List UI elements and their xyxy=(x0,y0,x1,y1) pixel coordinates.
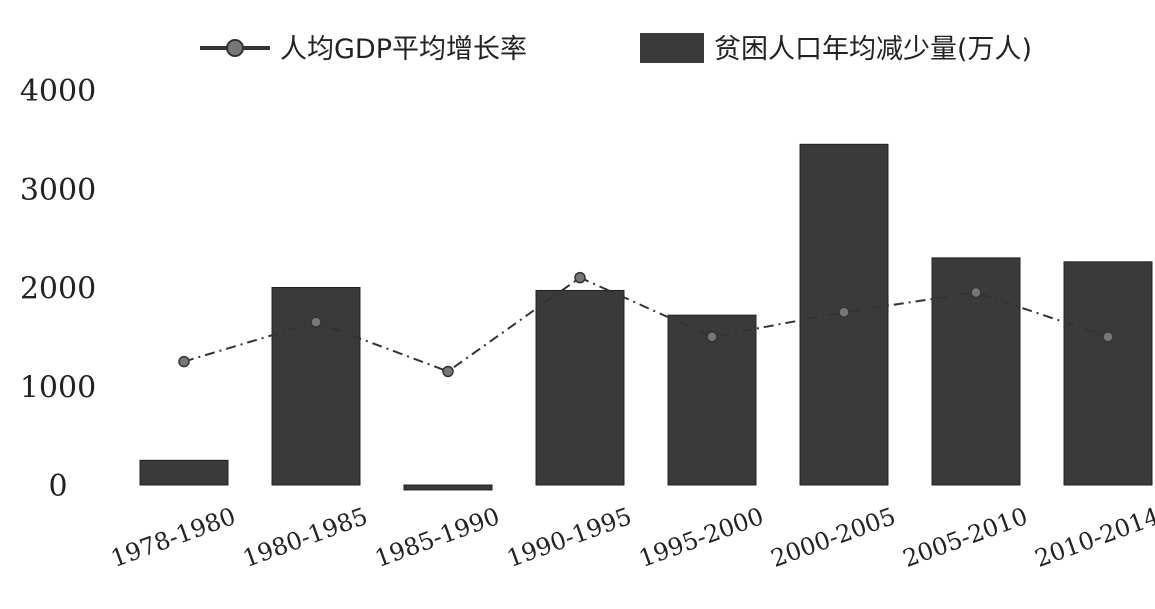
y-tick-label: 1000 xyxy=(20,370,96,405)
line-series xyxy=(178,271,1114,378)
line-point-2000-2005 xyxy=(838,306,850,318)
bar-1985-1990 xyxy=(403,484,493,491)
bar-2010-2014 xyxy=(1063,261,1153,486)
bar-1978-1980 xyxy=(139,459,229,486)
y-tick-label: 2000 xyxy=(20,272,96,307)
x-tick-label: 1978-1980 xyxy=(107,502,239,573)
x-tick-label: 1980-1985 xyxy=(239,502,371,573)
line-point-1985-1990 xyxy=(442,365,454,378)
legend: 人均GDP平均增长率 贫困人口年均减少量(万人) xyxy=(200,33,1032,65)
line-point-1978-1980 xyxy=(178,355,190,368)
x-tick-label: 1990-1995 xyxy=(503,502,635,573)
legend-bar-label: 贫困人口年均减少量(万人) xyxy=(714,34,1032,65)
bar-1995-2000 xyxy=(667,314,757,486)
line-path xyxy=(183,276,1109,373)
x-tick-label: 1995-2000 xyxy=(635,502,767,573)
legend-line-label: 人均GDP平均增长率 xyxy=(280,34,527,65)
line-point-2010-2014 xyxy=(1102,331,1114,343)
x-tick-label: 1985-1990 xyxy=(371,502,503,573)
y-tick-label: 3000 xyxy=(20,173,96,208)
line-point-1990-1995 xyxy=(574,271,586,284)
line-point-2005-2010 xyxy=(970,286,982,299)
legend-bar-swatch xyxy=(640,33,704,63)
x-tick-label: 2005-2010 xyxy=(899,502,1031,573)
legend-line-swatch xyxy=(200,39,270,57)
bar-series xyxy=(139,143,1153,491)
y-tick-label: 0 xyxy=(48,469,67,504)
bar-1990-1995 xyxy=(535,289,625,486)
x-axis: 1978-1980 1980-1985 1985-1990 1990-1995 1995… xyxy=(107,502,1155,573)
x-tick-label: 2010-2014 xyxy=(1031,502,1155,573)
y-axis: 4000 3000 2000 1000 0 xyxy=(20,74,96,504)
line-point-1995-2000 xyxy=(706,331,718,343)
x-tick-label: 2000-2005 xyxy=(767,502,899,573)
line-point-1980-1985 xyxy=(310,316,322,328)
y-tick-label: 4000 xyxy=(20,74,96,109)
